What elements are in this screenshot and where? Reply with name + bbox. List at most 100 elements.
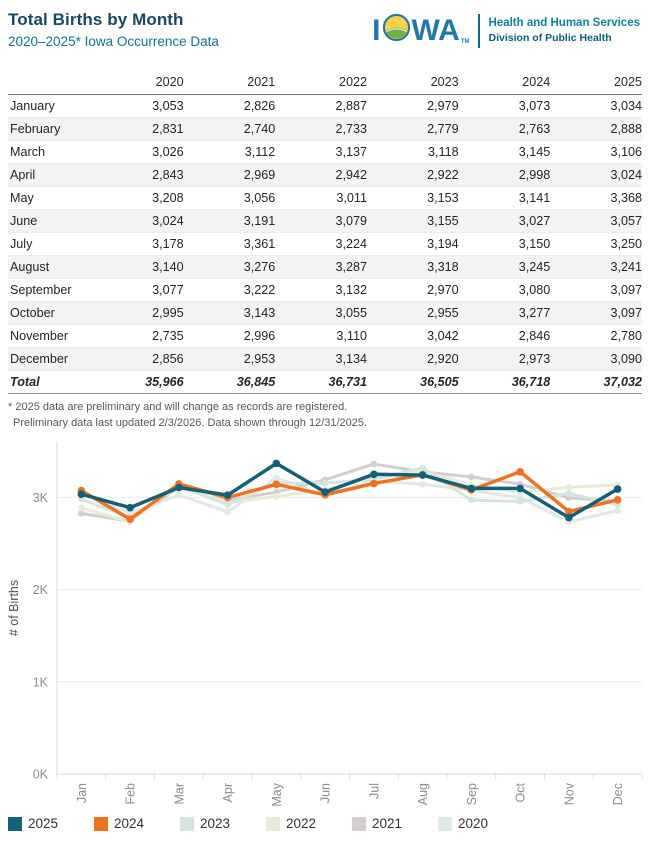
series-line-2025 [79, 461, 620, 520]
birth-count-cell: 36,731 [275, 370, 367, 394]
data-point-2020 [224, 508, 231, 516]
data-point-2020 [614, 507, 621, 514]
table-row[interactable]: July 3,178 3,361 3,224 3,194 3,150 3,250 [8, 232, 642, 256]
birth-count-cell: 2,779 [366, 117, 459, 141]
birth-count-cell: 3,140 [92, 255, 184, 279]
birth-count-cell: 2,888 [550, 117, 642, 141]
birth-count-cell: 2,973 [458, 347, 551, 371]
data-point-2025 [321, 488, 329, 496]
data-point-2024 [565, 507, 573, 516]
data-point-2021 [78, 510, 85, 517]
birth-count-cell: 3,118 [366, 140, 459, 164]
year-column-header: 2023 [366, 73, 459, 95]
legend-item-2024[interactable]: 2024 [94, 816, 180, 831]
year-column-header: 2025 [550, 73, 642, 95]
birth-count-cell: 36,845 [183, 370, 276, 394]
birth-count-cell: 2,826 [183, 94, 276, 118]
x-tick-label: Nov [562, 782, 576, 805]
legend-label: 2021 [372, 816, 403, 831]
month-label: March [8, 140, 92, 164]
birth-count-cell: 2,920 [366, 347, 459, 371]
birth-count-cell: 3,137 [275, 140, 367, 164]
data-point-2020 [419, 481, 426, 488]
iowa-logo: I WA TM Health and Human Services Divisi… [372, 13, 640, 48]
data-point-2025 [175, 483, 183, 492]
chart-section: # of Births 0K 1K 2K 3K Jan Feb Mar Apr May Jun Ju… [0, 436, 650, 831]
month-label: September [8, 278, 92, 302]
birth-count-cell: 2,969 [183, 163, 276, 187]
birth-count-cell: 3,132 [275, 278, 367, 302]
birth-count-cell: 3,053 [92, 94, 184, 118]
month-label: April [8, 163, 92, 187]
legend-item-2022[interactable]: 2022 [266, 816, 352, 831]
birth-count-cell: 3,011 [275, 186, 367, 210]
data-point-2023 [321, 479, 329, 487]
birth-count-cell: 3,077 [92, 278, 184, 302]
chart-legend: 2025 2024 2023 2022 2021 2020 [8, 816, 650, 831]
birth-count-cell: 3,191 [183, 209, 276, 233]
month-label: June [8, 209, 92, 233]
birth-count-cell: 3,153 [366, 186, 459, 210]
birth-count-cell: 3,042 [366, 324, 459, 348]
birth-count-cell: 3,110 [275, 324, 367, 348]
y-tick-label: 0K [33, 768, 49, 782]
birth-count-cell: 3,224 [275, 232, 367, 256]
iowa-sun-icon [382, 13, 411, 48]
birth-count-cell: 2,735 [92, 324, 184, 348]
birth-count-cell: 37,032 [550, 370, 642, 394]
birth-count-cell: 3,318 [366, 255, 459, 279]
table-row[interactable]: September 3,077 3,222 3,132 2,970 3,080 3,097 [8, 278, 642, 302]
birth-count-cell: 3,245 [458, 255, 551, 279]
month-label: February [8, 117, 92, 141]
legend-item-2020[interactable]: 2020 [438, 816, 524, 831]
birth-count-cell: 2,733 [275, 117, 367, 141]
legend-swatch [180, 816, 194, 831]
legend-item-2021[interactable]: 2021 [352, 816, 438, 831]
month-label: May [8, 186, 92, 210]
year-column-header: 2022 [275, 73, 367, 95]
footnotes: * 2025 data are preliminary and will cha… [8, 400, 642, 431]
logo-letters-wa: WA [411, 13, 460, 47]
report-header: Total Births by Month 2020–2025* Iowa Oc… [8, 10, 642, 64]
chart-svg[interactable]: 0K 1K 2K 3K Jan Feb Mar Apr May Jun Jul Aug Sep Oct No… [0, 436, 650, 811]
birth-count-cell: 3,276 [183, 255, 276, 279]
table-row[interactable]: April 2,843 2,969 2,942 2,922 2,998 3,024 [8, 163, 642, 187]
table-row[interactable]: January 3,053 2,826 2,887 2,979 3,073 3,034 [8, 94, 642, 118]
legend-swatch [266, 816, 280, 831]
birth-count-cell: 2,922 [366, 163, 459, 187]
birth-count-cell: 2,979 [366, 94, 459, 118]
table-row[interactable]: June 3,024 3,191 3,079 3,155 3,027 3,057 [8, 209, 642, 233]
birth-count-cell: 3,155 [366, 209, 459, 233]
y-tick-label: 2K [33, 583, 49, 597]
y-tick-label: 3K [33, 491, 49, 505]
legend-item-2023[interactable]: 2023 [180, 816, 266, 831]
birth-count-cell: 3,097 [550, 278, 642, 302]
month-label: July [8, 232, 92, 256]
table-row[interactable]: October 2,995 3,143 3,055 2,955 3,277 3,097 [8, 301, 642, 325]
data-point-2025 [467, 484, 476, 493]
x-tick-label: Apr [221, 783, 235, 802]
table-row[interactable]: May 3,208 3,056 3,011 3,153 3,141 3,368 [8, 186, 642, 210]
year-column-header: 2020 [92, 73, 184, 95]
table-total-row[interactable]: Total 35,966 36,845 36,731 36,505 36,718 37,03… [8, 370, 642, 394]
logo-org-line1: Health and Human Services [488, 17, 640, 29]
data-point-2024 [516, 467, 524, 476]
data-point-2022 [273, 493, 280, 500]
legend-item-2025[interactable]: 2025 [8, 816, 94, 831]
table-row[interactable]: March 3,026 3,112 3,137 3,118 3,145 3,106 [8, 140, 642, 164]
birth-count-cell: 3,106 [550, 140, 642, 164]
table-row[interactable]: December 2,856 2,953 3,134 2,920 2,973 3,090 [8, 347, 642, 371]
birth-count-cell: 2,995 [92, 301, 184, 325]
x-tick-label: Jul [367, 783, 381, 799]
logo-wordmark: I WA TM [372, 13, 470, 48]
table-row[interactable]: August 3,140 3,276 3,287 3,318 3,245 3,241 [8, 255, 642, 279]
birth-count-cell: 36,505 [366, 370, 459, 394]
data-point-2025 [223, 491, 232, 499]
birth-count-cell: 3,134 [275, 347, 367, 371]
footnote-preliminary: * 2025 data are preliminary and will cha… [8, 401, 348, 413]
table-row[interactable]: November 2,735 2,996 3,110 3,042 2,846 2,780 [8, 324, 642, 348]
legend-swatch [352, 816, 366, 831]
page-subtitle: 2020–2025* Iowa Occurrence Data [8, 34, 219, 49]
table-row[interactable]: February 2,831 2,740 2,733 2,779 2,763 2,888 [8, 117, 642, 141]
x-tick-label: May [270, 782, 284, 806]
